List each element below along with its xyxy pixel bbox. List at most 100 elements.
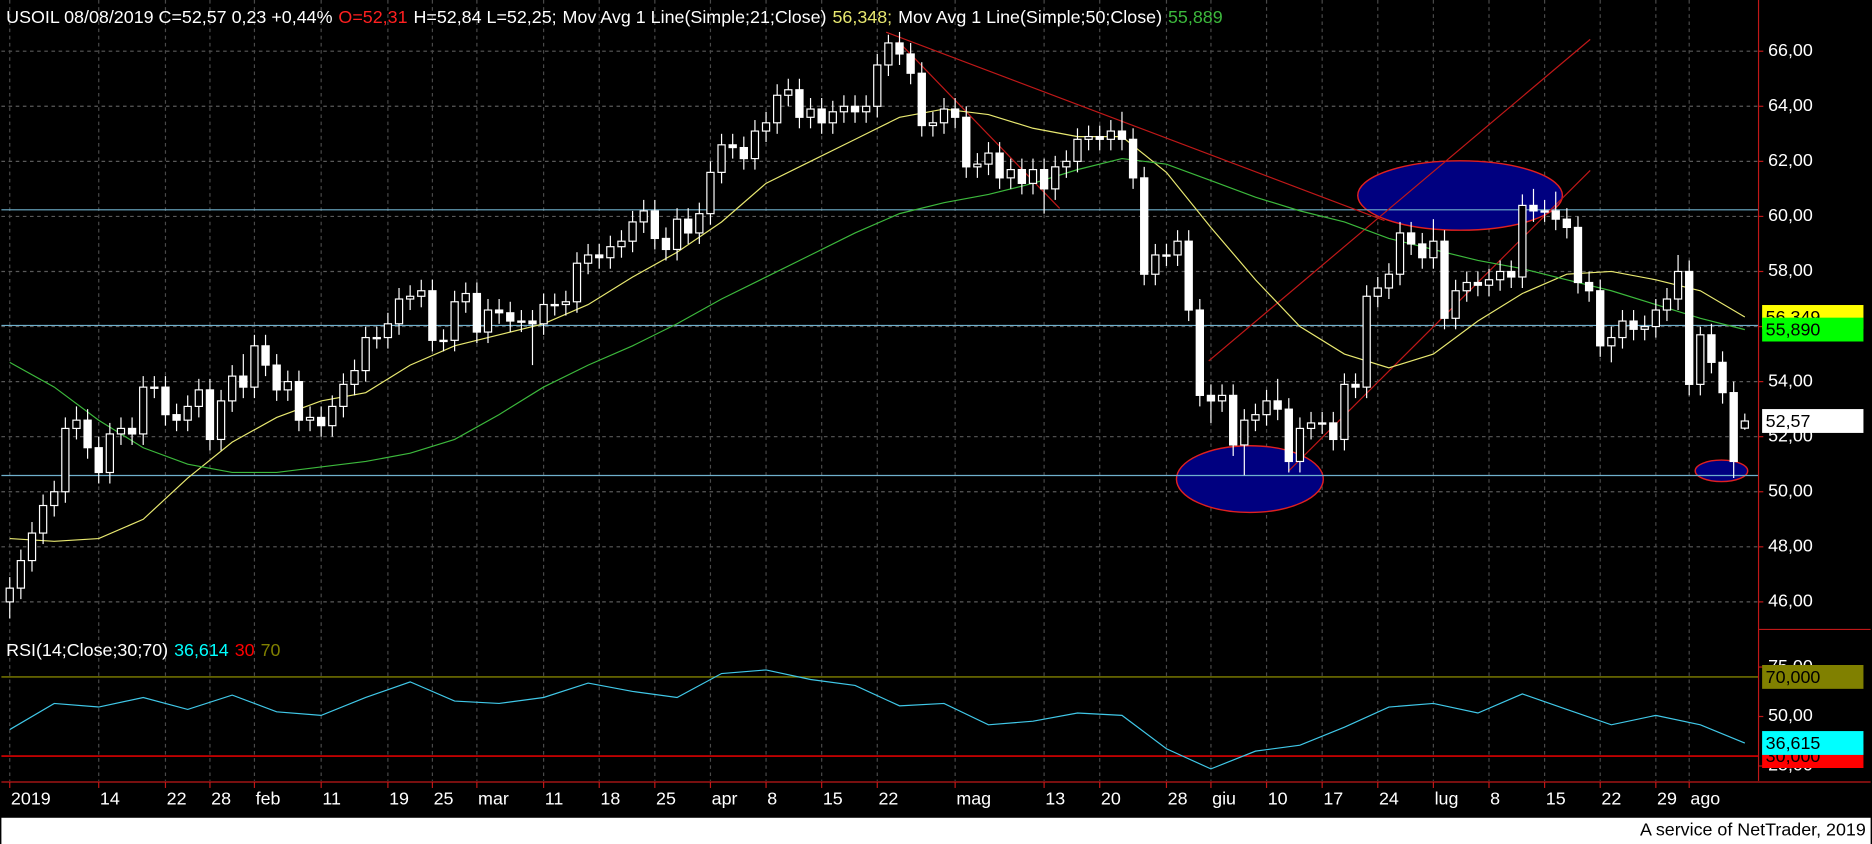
candle-body: [127, 427, 137, 435]
x-tick-label: giu: [1212, 789, 1236, 809]
candle-body: [1406, 232, 1416, 245]
x-tick-label: 22: [878, 789, 898, 809]
x-tick-label: 22: [1601, 789, 1621, 809]
candle-body: [1451, 290, 1460, 319]
x-tick-label: 22: [167, 789, 187, 809]
candle-body: [1551, 210, 1560, 220]
candle-body: [661, 237, 671, 251]
candle-body: [973, 163, 982, 168]
x-tick-label: 25: [434, 789, 454, 809]
candle-body: [1473, 281, 1483, 286]
candle-body: [1206, 394, 1216, 402]
candle-body: [1017, 169, 1027, 184]
candle-body: [1273, 400, 1282, 410]
annotation-ellipse: [1175, 445, 1324, 514]
y-tick-label: 60,00: [1768, 205, 1813, 225]
candle-body: [1395, 232, 1405, 275]
value-box: [1762, 409, 1864, 433]
candle-body: [250, 345, 259, 388]
candle-body: [1740, 420, 1749, 429]
candle-body: [617, 240, 626, 248]
candle-body: [472, 292, 482, 333]
candle-body: [83, 419, 92, 449]
candle-body: [1707, 334, 1716, 363]
candle-body: [417, 290, 426, 297]
candle-body: [928, 122, 938, 127]
candle-body: [717, 144, 726, 173]
x-tick-label: 10: [1268, 789, 1288, 809]
x-tick-label: mar: [478, 789, 509, 809]
candle-body: [1028, 169, 1038, 184]
footer: A service of NetTrader, 2019: [1640, 820, 1866, 840]
candle-body: [38, 504, 48, 534]
header-segment: H=52,84 L=52,25;: [413, 7, 556, 27]
candle-body: [828, 111, 837, 124]
candle-body: [116, 427, 126, 435]
candle-body: [294, 381, 304, 421]
candle-body: [205, 389, 215, 441]
candle-body: [272, 364, 281, 391]
candle-body: [773, 94, 782, 124]
x-tick-label: apr: [712, 789, 738, 809]
rsi-line: [9, 669, 1746, 770]
candle-body: [1140, 177, 1149, 275]
candle-body: [1495, 270, 1505, 281]
candle-body: [339, 383, 348, 407]
candle-body: [328, 405, 337, 427]
candle-body: [506, 312, 515, 322]
candle-body: [750, 130, 760, 160]
candle-body: [1362, 295, 1371, 388]
x-tick-label: 17: [1323, 789, 1343, 809]
x-tick-label: 15: [1546, 789, 1566, 809]
candle-body: [316, 416, 326, 427]
y-tick-label: 66,00: [1768, 40, 1813, 60]
x-tick-label: 20: [1101, 789, 1121, 809]
value-box: [1762, 317, 1864, 342]
candle-body: [1039, 169, 1049, 190]
candle-body: [1462, 281, 1471, 292]
candle-body: [1629, 320, 1638, 330]
candle-body: [1095, 135, 1104, 140]
candle-body: [1162, 254, 1171, 257]
candle-body: [405, 295, 415, 300]
candle-body: [1329, 422, 1338, 441]
candle-body: [261, 345, 270, 366]
candle-body: [517, 320, 526, 323]
candle-body: [528, 320, 537, 325]
header-segment: 55,889: [1168, 7, 1223, 27]
x-tick-label: ago: [1690, 789, 1720, 809]
x-tick-label: 2019: [11, 789, 51, 809]
candle-body: [1062, 160, 1071, 168]
chart-header: USOIL 08/08/2019 C=52,57 0,23 +0,44% O=52…: [6, 7, 1223, 27]
candle-body: [1173, 240, 1182, 256]
candle-body: [1651, 309, 1661, 328]
header-segment: RSI(14;Close;30;70): [6, 640, 168, 660]
candle-body: [1340, 383, 1349, 441]
candle-body: [572, 262, 582, 303]
candle-body: [895, 42, 904, 55]
candle-body: [1618, 320, 1627, 339]
candle-body: [1584, 281, 1594, 292]
candle-body: [1295, 427, 1305, 463]
candle-body: [1729, 392, 1738, 463]
candle-body: [1229, 394, 1238, 446]
candle-body: [383, 323, 393, 339]
value-box-label: 55,890: [1766, 319, 1821, 339]
candle-body: [606, 246, 615, 259]
candle-body: [1262, 400, 1271, 416]
candle-body: [1306, 422, 1316, 430]
candle-body: [283, 381, 292, 391]
value-box: [1762, 665, 1864, 689]
candle-body: [372, 336, 381, 340]
x-tick-label: 28: [1168, 789, 1188, 809]
candle-body: [428, 290, 437, 341]
header-segment: 36,614: [174, 640, 229, 660]
candle-body: [1151, 254, 1160, 275]
x-tick-label: mag: [956, 789, 991, 809]
candle-body: [761, 122, 771, 132]
candle-body: [550, 303, 559, 307]
candle-body: [239, 375, 248, 388]
annotation-ellipse: [1357, 160, 1564, 231]
candle-body: [583, 254, 593, 264]
